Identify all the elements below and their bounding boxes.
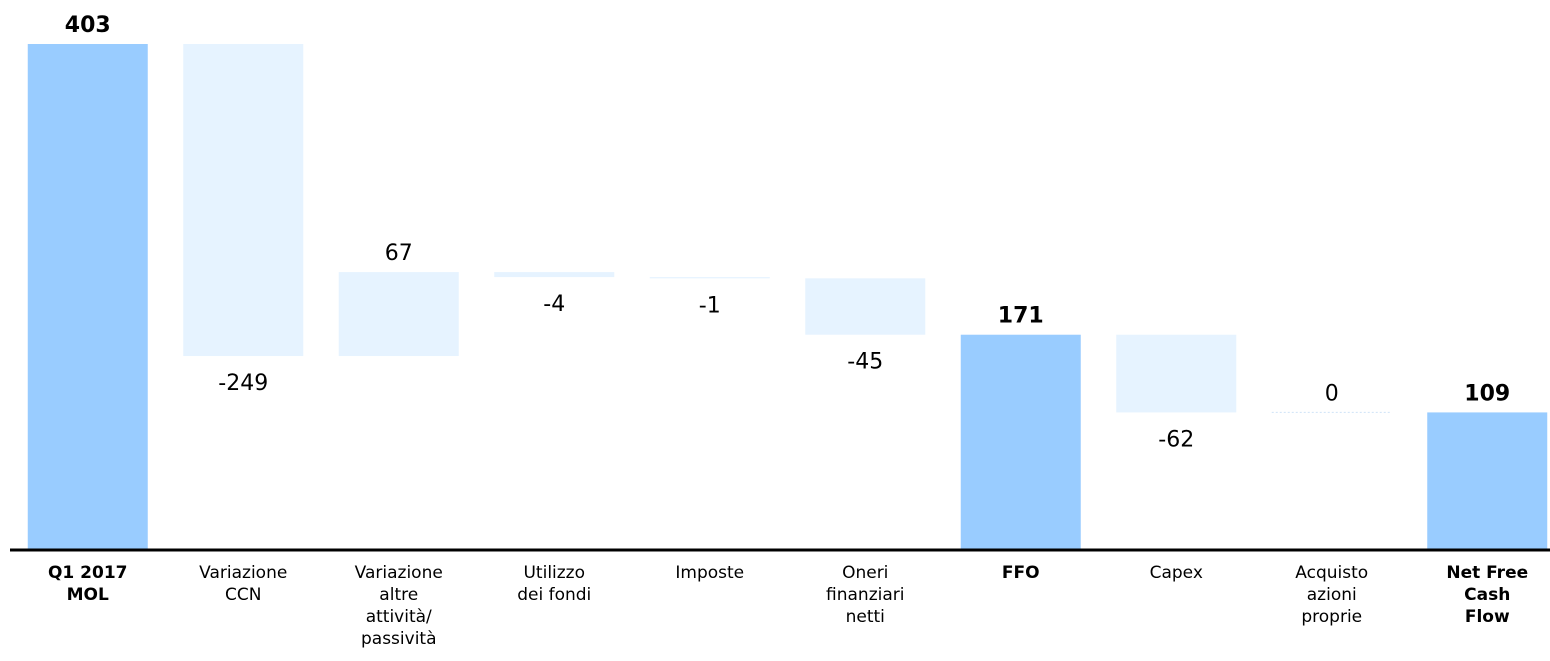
value-label: 0 — [1325, 381, 1339, 406]
value-label: -249 — [218, 371, 268, 396]
bar — [27, 44, 148, 549]
value-label: 67 — [385, 241, 413, 266]
x-tick-label: Utilizzo dei fondi — [517, 563, 592, 605]
bar — [960, 334, 1081, 549]
value-label: 171 — [998, 304, 1044, 329]
value-label: -62 — [1158, 427, 1194, 452]
value-label: -4 — [543, 292, 565, 317]
value-label: -1 — [699, 293, 721, 318]
value-label: -45 — [847, 350, 883, 375]
x-tick-label: Imposte — [675, 563, 745, 583]
value-label: 403 — [65, 13, 111, 38]
bar — [1116, 334, 1237, 413]
bar — [805, 278, 926, 335]
bar — [338, 272, 459, 357]
bar — [1427, 412, 1548, 549]
x-tick-label: FFO — [1001, 563, 1040, 583]
x-tick-label: Q1 2017 MOL — [47, 563, 128, 605]
bar — [649, 277, 770, 279]
x-tick-label: Oneri finanziari netti — [826, 563, 905, 627]
x-tick-label: Variazione altre attività/ passività — [354, 563, 443, 649]
x-tick-label: Capex — [1149, 563, 1203, 583]
value-label: 109 — [1464, 381, 1510, 406]
x-tick-label: Net Free Cash Flow — [1446, 563, 1529, 627]
bar — [494, 272, 615, 278]
x-tick-label: Variazione CCN — [199, 563, 288, 605]
x-tick-label: Acquisto azioni proprie — [1295, 563, 1369, 627]
bar — [183, 44, 304, 357]
